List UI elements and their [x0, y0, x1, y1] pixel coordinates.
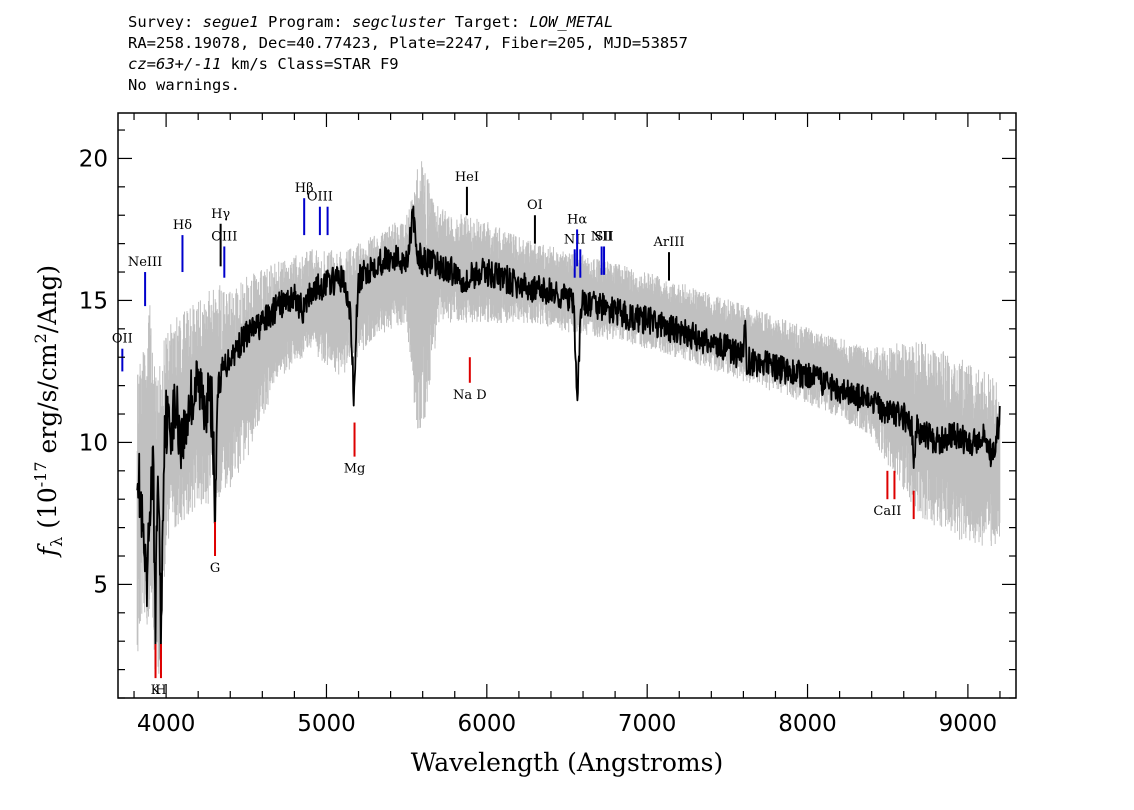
- line-label: H: [155, 683, 166, 698]
- line-label: OII: [112, 332, 133, 347]
- spectrum-header: Survey: segue1 Program: segcluster Targe…: [128, 12, 688, 96]
- y-axis-label: fλ (10-17 erg/s/cm2/Ang): [31, 265, 66, 558]
- header-line-redshift: cz=63+/-11 km/s Class=STAR F9: [128, 54, 688, 75]
- line-label: HeI: [455, 170, 479, 185]
- line-label: Hα: [567, 212, 587, 227]
- line-label: SII: [594, 229, 613, 244]
- flux-series-layer: [136, 205, 1001, 660]
- line-label: Hγ: [211, 207, 230, 222]
- plot-frame: [117, 112, 1017, 699]
- program-value: segcluster: [352, 13, 446, 31]
- y-tick-label: 20: [79, 146, 108, 172]
- line-label: NII: [564, 232, 586, 247]
- target-value: LOW_METAL: [529, 13, 614, 31]
- header-line-warnings: No warnings.: [128, 76, 240, 94]
- x-tick-label: 9000: [939, 711, 998, 737]
- y-tick-label: 10: [79, 430, 108, 456]
- line-label: Hδ: [173, 218, 192, 233]
- line-label: Na D: [453, 388, 487, 403]
- x-tick-label: 5000: [297, 711, 356, 737]
- x-tick-label: 8000: [778, 711, 837, 737]
- line-label: G: [210, 561, 220, 576]
- line-label: OI: [527, 198, 543, 213]
- y-tick-label: 5: [93, 572, 108, 598]
- line-label: OIII: [307, 190, 333, 205]
- line-label: Hβ: [295, 181, 314, 196]
- line-label: CaII: [873, 504, 901, 519]
- x-tick-label: 7000: [618, 711, 677, 737]
- class-text: km/s Class=STAR F9: [221, 55, 399, 73]
- line-label: NII: [591, 229, 613, 244]
- line-label: K: [151, 683, 161, 698]
- x-axis-label: Wavelength (Angstroms): [411, 748, 723, 777]
- x-tick-label: 4000: [137, 711, 196, 737]
- survey-label: Survey:: [128, 13, 194, 31]
- program-label: Program:: [268, 13, 343, 31]
- line-label: Mg: [344, 462, 366, 477]
- x-tick-label: 6000: [458, 711, 517, 737]
- line-label: NeIII: [128, 255, 162, 270]
- line-label: OIII: [211, 229, 237, 244]
- flux-series: [136, 205, 1001, 660]
- axis-tick-layer: 4000 5000 6000 7000 8000 9000 5 10 15 20: [79, 113, 1016, 737]
- survey-value: segue1: [202, 13, 259, 31]
- line-label: ArIII: [652, 235, 684, 250]
- header-line-coords: RA=258.19078, Dec=40.77423, Plate=2247, …: [128, 34, 688, 52]
- y-tick-label: 15: [79, 288, 108, 314]
- header-line-survey: Survey: segue1 Program: segcluster Targe…: [128, 12, 688, 33]
- target-label: Target:: [454, 13, 521, 31]
- redshift-value: cz=63+/-11: [128, 55, 222, 73]
